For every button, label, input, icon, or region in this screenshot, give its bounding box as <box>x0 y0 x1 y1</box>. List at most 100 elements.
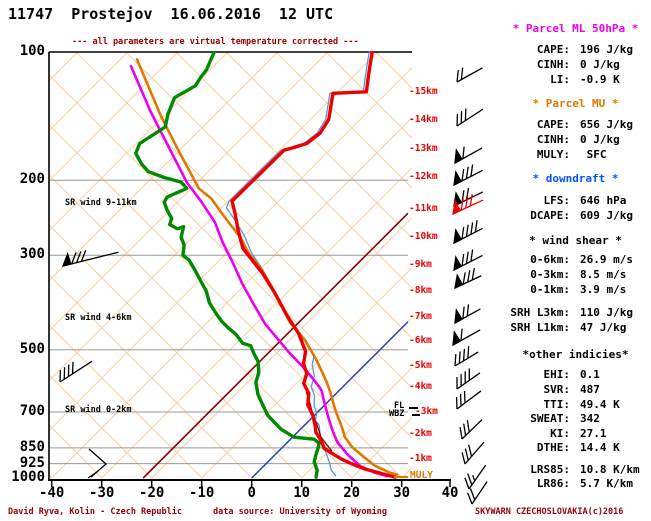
barb-feather <box>467 270 471 283</box>
barb-flag <box>454 273 464 290</box>
panel-row-label: SRH L3km: <box>510 306 570 319</box>
panel-row-value: 14.4 K <box>580 441 620 454</box>
temp-label: -40 <box>39 485 65 501</box>
pressure-label: 500 <box>19 340 45 357</box>
reference-isotherm <box>142 212 409 479</box>
virtual-temp-note: --- all parameters are virtual temperatu… <box>72 37 359 47</box>
panel-row-value: 5.7 K/km <box>580 477 633 490</box>
panel-row-label: LR86: <box>536 477 570 490</box>
barb-feather <box>462 348 466 361</box>
height-label: -3km <box>415 406 438 417</box>
panel-row-value: 3.9 m/s <box>580 283 627 296</box>
panel-row-label: 0-1km: <box>530 283 570 296</box>
isotherm-gridline <box>101 166 412 479</box>
panel-row-label: SVR: <box>543 383 571 396</box>
footer-skywarn: SKYWARN CZECHOSLOVAKIA(c)2016 <box>475 507 624 517</box>
surface-sr-wind-barb <box>87 448 107 479</box>
panel-row-value: 8.5 m/s <box>580 268 627 281</box>
panel-row-value: SFC <box>580 148 607 161</box>
barb-staff <box>471 481 488 505</box>
barb-feather <box>470 164 474 177</box>
footer-author: David Ryva, Kolin - Czech Republic <box>8 507 182 517</box>
isotherm-gridline <box>49 66 412 432</box>
barb-feather <box>460 198 464 211</box>
isotherm-gridline <box>49 51 179 182</box>
panel-row-label: DTHE: <box>536 441 570 454</box>
barb-flag <box>452 199 462 216</box>
adiabat-gridline <box>75 51 412 389</box>
adiabat-gridline <box>49 224 303 479</box>
panel-row-label: CINH: <box>536 58 570 71</box>
wind-barb <box>456 108 484 127</box>
height-label: -12km <box>409 171 438 182</box>
footer-datasource: data source: University of Wyoming <box>213 507 387 517</box>
temp-label: -30 <box>89 485 115 501</box>
level-marker-label: WBZ <box>389 409 405 419</box>
temp-label: -10 <box>189 485 215 501</box>
panel-row-value: 26.9 m/s <box>580 253 633 266</box>
reference-isotherm <box>251 321 409 479</box>
adiabat-gridline <box>125 51 412 339</box>
panel-row-value: 656 J/kg <box>580 118 633 131</box>
barb-feather <box>463 423 467 436</box>
temp-label: 0 <box>247 485 256 501</box>
barb-feather <box>456 69 459 83</box>
height-label: -10km <box>409 231 438 242</box>
adiabat-gridline <box>175 51 412 289</box>
panel-row-value: 49.4 K <box>580 398 620 411</box>
adiabat-gridline <box>275 51 412 189</box>
isotherm-gridline <box>49 51 129 132</box>
barb-staff <box>454 351 479 367</box>
panel-row-label: CINH: <box>536 133 570 146</box>
isotherm-gridline <box>201 266 412 479</box>
panel-row-value: 0 J/kg <box>580 58 620 71</box>
height-label: -4km <box>409 381 432 392</box>
height-label: -8km <box>409 285 432 296</box>
panel-section-header: * wind shear * <box>529 234 622 247</box>
barb-feather <box>465 251 469 264</box>
panel-row-label: TTI: <box>543 398 571 411</box>
wind-barb <box>452 194 484 216</box>
barb-feather <box>466 304 470 317</box>
level-marker-dash <box>412 414 420 416</box>
isotherm-gridline <box>151 216 412 479</box>
isotherm-gridline <box>49 51 329 332</box>
sr-wind-label: SR wind 4-6km <box>65 313 132 323</box>
panel-row-label: 0-3km: <box>530 268 570 281</box>
barb-feather <box>471 268 475 281</box>
barb-feather <box>470 222 474 235</box>
barb-feather <box>465 196 469 209</box>
temp-label: 40 <box>441 485 459 501</box>
pressure-label: 200 <box>19 171 45 188</box>
barb-flag <box>61 251 72 267</box>
panel-row-label: LRS85: <box>530 463 570 476</box>
height-label: -11km <box>409 203 438 214</box>
pressure-label: 300 <box>19 246 45 263</box>
temperature-curve <box>230 51 397 479</box>
barb-feather <box>461 168 465 182</box>
sr-wind-label: SR wind 0-2km <box>65 405 132 415</box>
mu-parcel-curve <box>135 57 399 476</box>
barb-feather <box>461 226 465 240</box>
wind-barb <box>453 220 483 245</box>
barb-half-feather <box>472 474 476 482</box>
height-label: -2km <box>409 428 432 439</box>
dewpoint-curve <box>134 51 321 479</box>
barb-feather <box>474 220 478 233</box>
temp-label: 20 <box>343 485 361 501</box>
barb-feather <box>467 492 473 505</box>
barb-flag <box>454 308 463 325</box>
barb-feather <box>87 471 98 479</box>
panel-row-label: SWEAT: <box>530 412 570 425</box>
level-marker-dash <box>409 407 418 409</box>
adiabat-gridline <box>49 274 253 479</box>
barb-feather <box>461 452 466 465</box>
panel-row-value: 27.1 <box>580 427 607 440</box>
barb-feather <box>71 252 77 265</box>
panel-row-label: CAPE: <box>536 118 570 131</box>
height-label: -6km <box>409 335 432 346</box>
barb-flag <box>454 148 463 165</box>
panel-row-label: SRH L1km: <box>510 321 570 334</box>
panel-row-label: 0-6km: <box>530 253 570 266</box>
